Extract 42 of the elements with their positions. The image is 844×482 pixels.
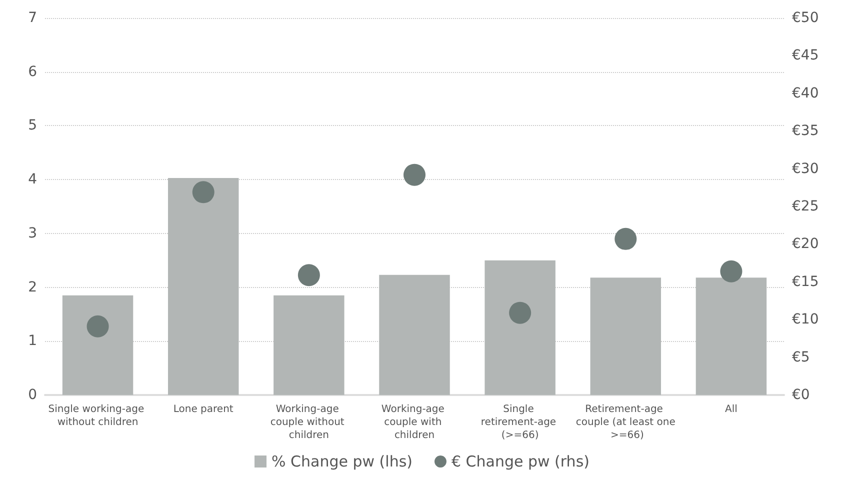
x-tick-label: Lone parent — [173, 404, 234, 415]
bar — [696, 278, 767, 395]
y2-tick-label: €15 — [792, 274, 819, 290]
y2-tick-label: €10 — [792, 312, 819, 328]
x-tick-label: Working-age couple with children — [381, 404, 448, 441]
y2-tick-label: €40 — [792, 85, 819, 102]
y2-tick-label: €50 — [792, 10, 819, 26]
bar — [484, 260, 556, 395]
x-tick-label: Retirement-age couple (at least one >=66) — [576, 404, 676, 441]
y-tick-label: 1 — [28, 333, 37, 350]
y-tick-label: 5 — [28, 118, 37, 134]
y2-tick-label: €30 — [792, 160, 819, 177]
y2-tick-label: €0 — [792, 387, 810, 403]
y-tick-label: 4 — [28, 172, 38, 188]
legend-label: % Change pw (lhs) — [272, 452, 412, 470]
y-tick-label: 7 — [28, 10, 37, 26]
point — [509, 302, 532, 324]
y-tick-label: 0 — [28, 387, 37, 403]
bar — [168, 178, 239, 395]
x-tick-label: Single working-age without children — [48, 404, 148, 428]
y2-tick-label: €25 — [792, 198, 819, 214]
point — [720, 260, 742, 282]
y2-tick-label: €45 — [792, 48, 819, 64]
y-tick-label: 3 — [28, 225, 37, 242]
x-tick-label: Single retirement-age (>=66) — [480, 404, 560, 441]
bar — [590, 278, 662, 395]
bar — [62, 295, 134, 395]
y2-tick-label: €20 — [792, 236, 819, 252]
y2-tick-label: €5 — [792, 349, 810, 366]
legend-label: € Change pw (rhs) — [451, 452, 590, 470]
point — [86, 315, 109, 338]
bar — [274, 295, 344, 395]
y-tick-label: 6 — [28, 64, 38, 80]
x-tick-label: Working-age couple without children — [270, 404, 348, 441]
point — [404, 164, 426, 186]
y2-tick-label: €35 — [792, 123, 819, 140]
x-tick-label: All — [725, 404, 738, 415]
point — [298, 264, 320, 286]
y-tick-label: 2 — [28, 279, 37, 296]
point — [192, 181, 214, 204]
point — [614, 228, 637, 250]
bar — [379, 274, 450, 395]
